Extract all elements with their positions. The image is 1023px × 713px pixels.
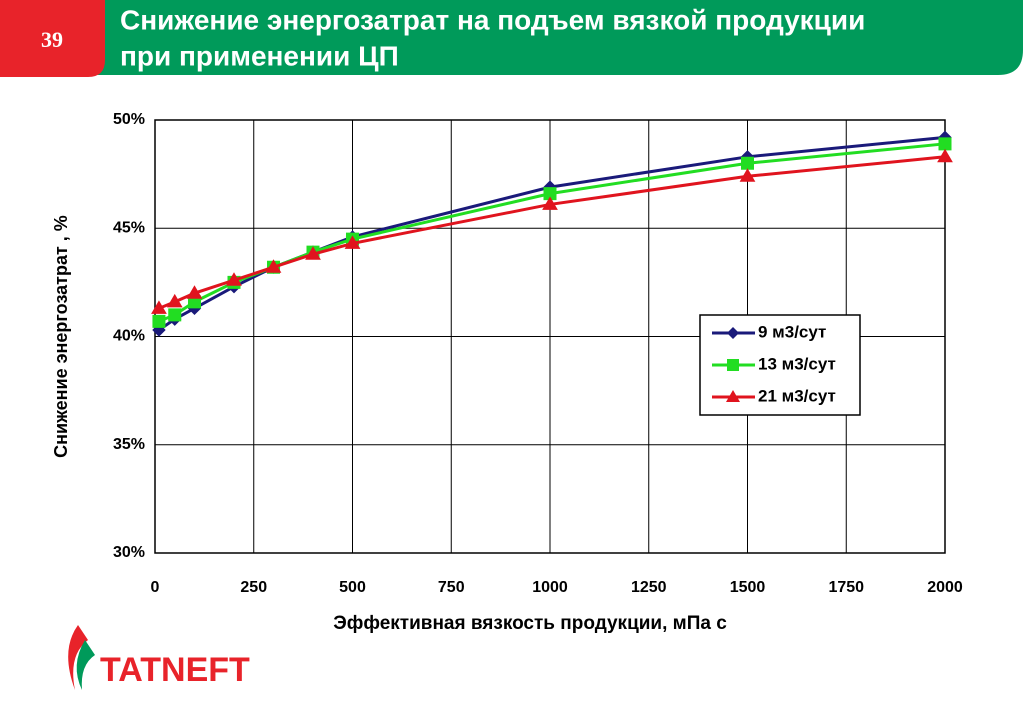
marker [151, 300, 167, 314]
legend-label: 9 м3/сут [758, 322, 826, 341]
header-band [75, 0, 1023, 75]
header-title: Снижение энергозатрат на подъем вязкой п… [120, 4, 865, 35]
x-tick-label: 0 [151, 579, 160, 596]
marker [168, 308, 182, 322]
series-line [158, 155, 946, 310]
y-axis-label: Снижение энергозатрат , % [51, 215, 71, 458]
marker [543, 187, 557, 201]
header-title: при применении ЦП [120, 40, 399, 71]
y-tick-label: 45% [113, 219, 145, 236]
slide-number: 39 [41, 27, 63, 52]
marker [542, 196, 558, 210]
legend-label: 21 м3/сут [758, 386, 836, 405]
legend-label: 13 м3/сут [758, 354, 836, 373]
x-tick-label: 1500 [730, 579, 766, 596]
marker [937, 148, 953, 163]
marker [152, 314, 166, 328]
marker [226, 272, 242, 286]
y-tick-label: 35% [113, 436, 145, 453]
marker [186, 285, 203, 299]
x-tick-label: 500 [339, 579, 366, 596]
x-tick-label: 1750 [828, 579, 864, 596]
marker [305, 246, 321, 260]
marker [344, 235, 361, 249]
logo-text: TATNEFT [100, 651, 250, 689]
x-tick-label: 750 [438, 579, 465, 596]
y-tick-label: 30% [113, 544, 145, 561]
logo-flame [68, 625, 88, 690]
marker [265, 259, 282, 273]
number-badge [0, 0, 105, 77]
marker [741, 156, 754, 170]
y-tick-label: 50% [113, 111, 145, 128]
x-tick-label: 1250 [631, 579, 667, 596]
legend-marker [726, 390, 740, 402]
marker [739, 168, 756, 182]
x-tick-label: 250 [240, 579, 267, 596]
legend-marker [727, 359, 739, 371]
logo-flame [76, 640, 95, 690]
marker [166, 293, 183, 308]
x-tick-label: 2000 [927, 579, 963, 596]
y-tick-label: 40% [113, 328, 145, 345]
x-axis-label: Эффективная вязкость продукции, мПа с [333, 613, 727, 634]
x-tick-label: 1000 [532, 579, 568, 596]
marker [938, 137, 952, 151]
legend-marker [727, 327, 739, 339]
